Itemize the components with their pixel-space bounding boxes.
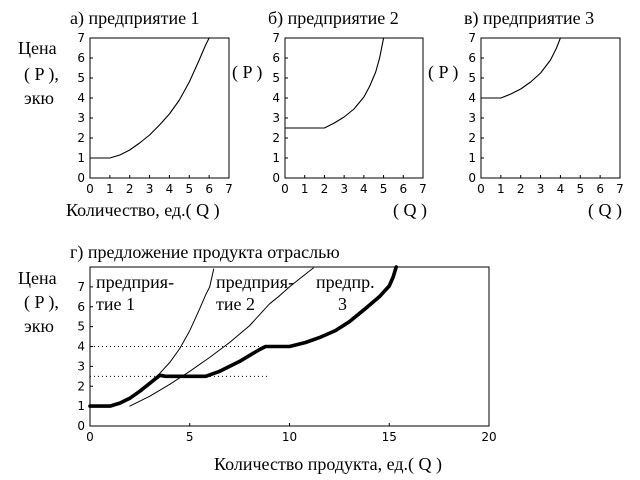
panel-d-xtick-label: 5: [186, 430, 194, 444]
annotation-firm1-line1: предприя-: [96, 272, 174, 292]
panel-d-ytick-label: 1: [77, 399, 85, 413]
panel-d-ylabel-2: ( P ),: [24, 292, 59, 313]
panel-a-xtick-label: 4: [166, 182, 174, 196]
panel-b-series-line-1: [284, 37, 385, 129]
panel-d-ytick-label: 4: [77, 340, 85, 354]
panel-c-ytick-label: 1: [468, 151, 476, 165]
panel-c-xtick-label: 7: [616, 182, 624, 196]
panel-a-xlabel: Количество, ед.( Q ): [66, 200, 220, 221]
panel-a-ytick-label: 3: [77, 111, 85, 125]
panel-c-ytick-label: 7: [468, 31, 476, 45]
panel-d-series-line-2: [129, 267, 314, 407]
panel-d-xtick-label: 20: [481, 430, 496, 444]
panel-b-xtick-label: 0: [281, 182, 289, 196]
panel-a-ytick-label: 5: [77, 71, 85, 85]
panel-a-xtick-label: 7: [225, 182, 233, 196]
panel-b-ylabel: ( P ): [232, 62, 262, 83]
panel-b-ytick-label: 6: [272, 51, 280, 65]
panel-c-ytick-label: 6: [468, 51, 476, 65]
panel-c-xtick-label: 0: [477, 182, 485, 196]
panel-b-ytick-label: 7: [272, 31, 280, 45]
panel-c-ytick-label: 2: [468, 131, 476, 145]
panel-c-xtick-label: 6: [596, 182, 604, 196]
panel-b-xtick-label: 7: [419, 182, 427, 196]
panel-d-ylabel-3: экю: [24, 316, 54, 336]
panel-a-xtick-label: 1: [106, 182, 114, 196]
panel-a-xtick-label: 6: [205, 182, 213, 196]
panel-b-xtick-label: 2: [321, 182, 329, 196]
panel-a-series-line-1: [89, 37, 210, 159]
panel-b-ytick-label: 0: [272, 171, 280, 185]
panel-c-xtick-label: 3: [537, 182, 545, 196]
annotation-firm2-line1: предприя-: [216, 272, 294, 292]
panel-d-ytick-label: 5: [77, 320, 85, 334]
panel-b-xtick-label: 4: [360, 182, 368, 196]
panel-b-plot-area: [284, 37, 424, 179]
panel-a-ytick-label: 6: [77, 51, 85, 65]
panel-c-xtick-label: 5: [576, 182, 584, 196]
panel-a-xtick-label: 3: [146, 182, 154, 196]
panel-a-title: а) предприятие 1: [70, 8, 200, 29]
panel-b-xlabel: ( Q ): [393, 200, 427, 221]
panel-d-series-line-3: [88, 265, 398, 408]
panel-a-ytick-label: 0: [77, 171, 85, 185]
panel-d-ytick-label: 7: [77, 280, 85, 294]
panel-b-xtick-label: 3: [340, 182, 348, 196]
panel-d-ytick-label: 3: [77, 359, 85, 373]
panel-a-ylabel-3: экю: [24, 88, 54, 108]
panel-b-ytick-label: 3: [272, 111, 280, 125]
panel-d-title: г) предложение продукта отраслью: [70, 242, 340, 263]
panel-d-ytick-label: 2: [77, 379, 85, 393]
panel-b-title: б) предприятие 2: [268, 8, 399, 29]
panel-d-ytick-label: 6: [77, 300, 85, 314]
panel-d-ytick-label: 0: [77, 419, 85, 433]
panel-c-ytick-label: 5: [468, 71, 476, 85]
panel-b-ytick-label: 2: [272, 131, 280, 145]
panel-a-xtick-label: 0: [86, 182, 94, 196]
panel-a-xtick-label: 5: [185, 182, 193, 196]
panel-a-ytick-label: 2: [77, 131, 85, 145]
panel-a-ylabel-2: ( P ),: [24, 64, 59, 85]
panel-c-xlabel: ( Q ): [588, 200, 622, 221]
panel-b-xtick-label: 5: [380, 182, 388, 196]
panel-c-ytick-label: 3: [468, 111, 476, 125]
panel-a-ytick-label: 4: [77, 91, 85, 105]
panel-a-ytick-label: 1: [77, 151, 85, 165]
panel-c-ylabel: ( P ): [428, 62, 458, 83]
panel-b-ytick-label: 1: [272, 151, 280, 165]
panel-a-plot-area: [89, 37, 230, 179]
panel-c-ytick-label: 4: [468, 91, 476, 105]
panel-a-xtick-label: 2: [126, 182, 134, 196]
panel-c-plot-area: [480, 37, 621, 179]
panel-d-xtick-label: 15: [382, 430, 397, 444]
panel-c-ytick-label: 0: [468, 171, 476, 185]
panel-c-xtick-label: 1: [497, 182, 505, 196]
annotation-firm3-line2: 3: [338, 294, 347, 314]
panel-b-ytick-label: 4: [272, 91, 280, 105]
annotation-firm3-line1: предпр.: [316, 272, 375, 292]
annotation-firm1-line2: тие 1: [96, 294, 135, 314]
panel-d-xtick-label: 0: [86, 430, 94, 444]
panel-c-xtick-label: 4: [557, 182, 565, 196]
panel-c-series-line-1: [480, 37, 561, 99]
panel-c-title: в) предприятие 3: [464, 8, 594, 29]
panel-a-ylabel-1: Цена: [18, 38, 57, 58]
panel-c-xtick-label: 2: [517, 182, 525, 196]
panel-a-ytick-label: 7: [77, 31, 85, 45]
panel-d-xtick-label: 10: [282, 430, 297, 444]
annotation-firm2-line2: тие 2: [216, 294, 255, 314]
panel-d-xlabel: Количество продукта, ед.( Q ): [214, 454, 442, 475]
panel-b-ytick-label: 5: [272, 71, 280, 85]
panel-b-xtick-label: 6: [399, 182, 407, 196]
panel-d-ylabel-1: Цена: [18, 268, 57, 288]
panel-b-xtick-label: 1: [301, 182, 309, 196]
